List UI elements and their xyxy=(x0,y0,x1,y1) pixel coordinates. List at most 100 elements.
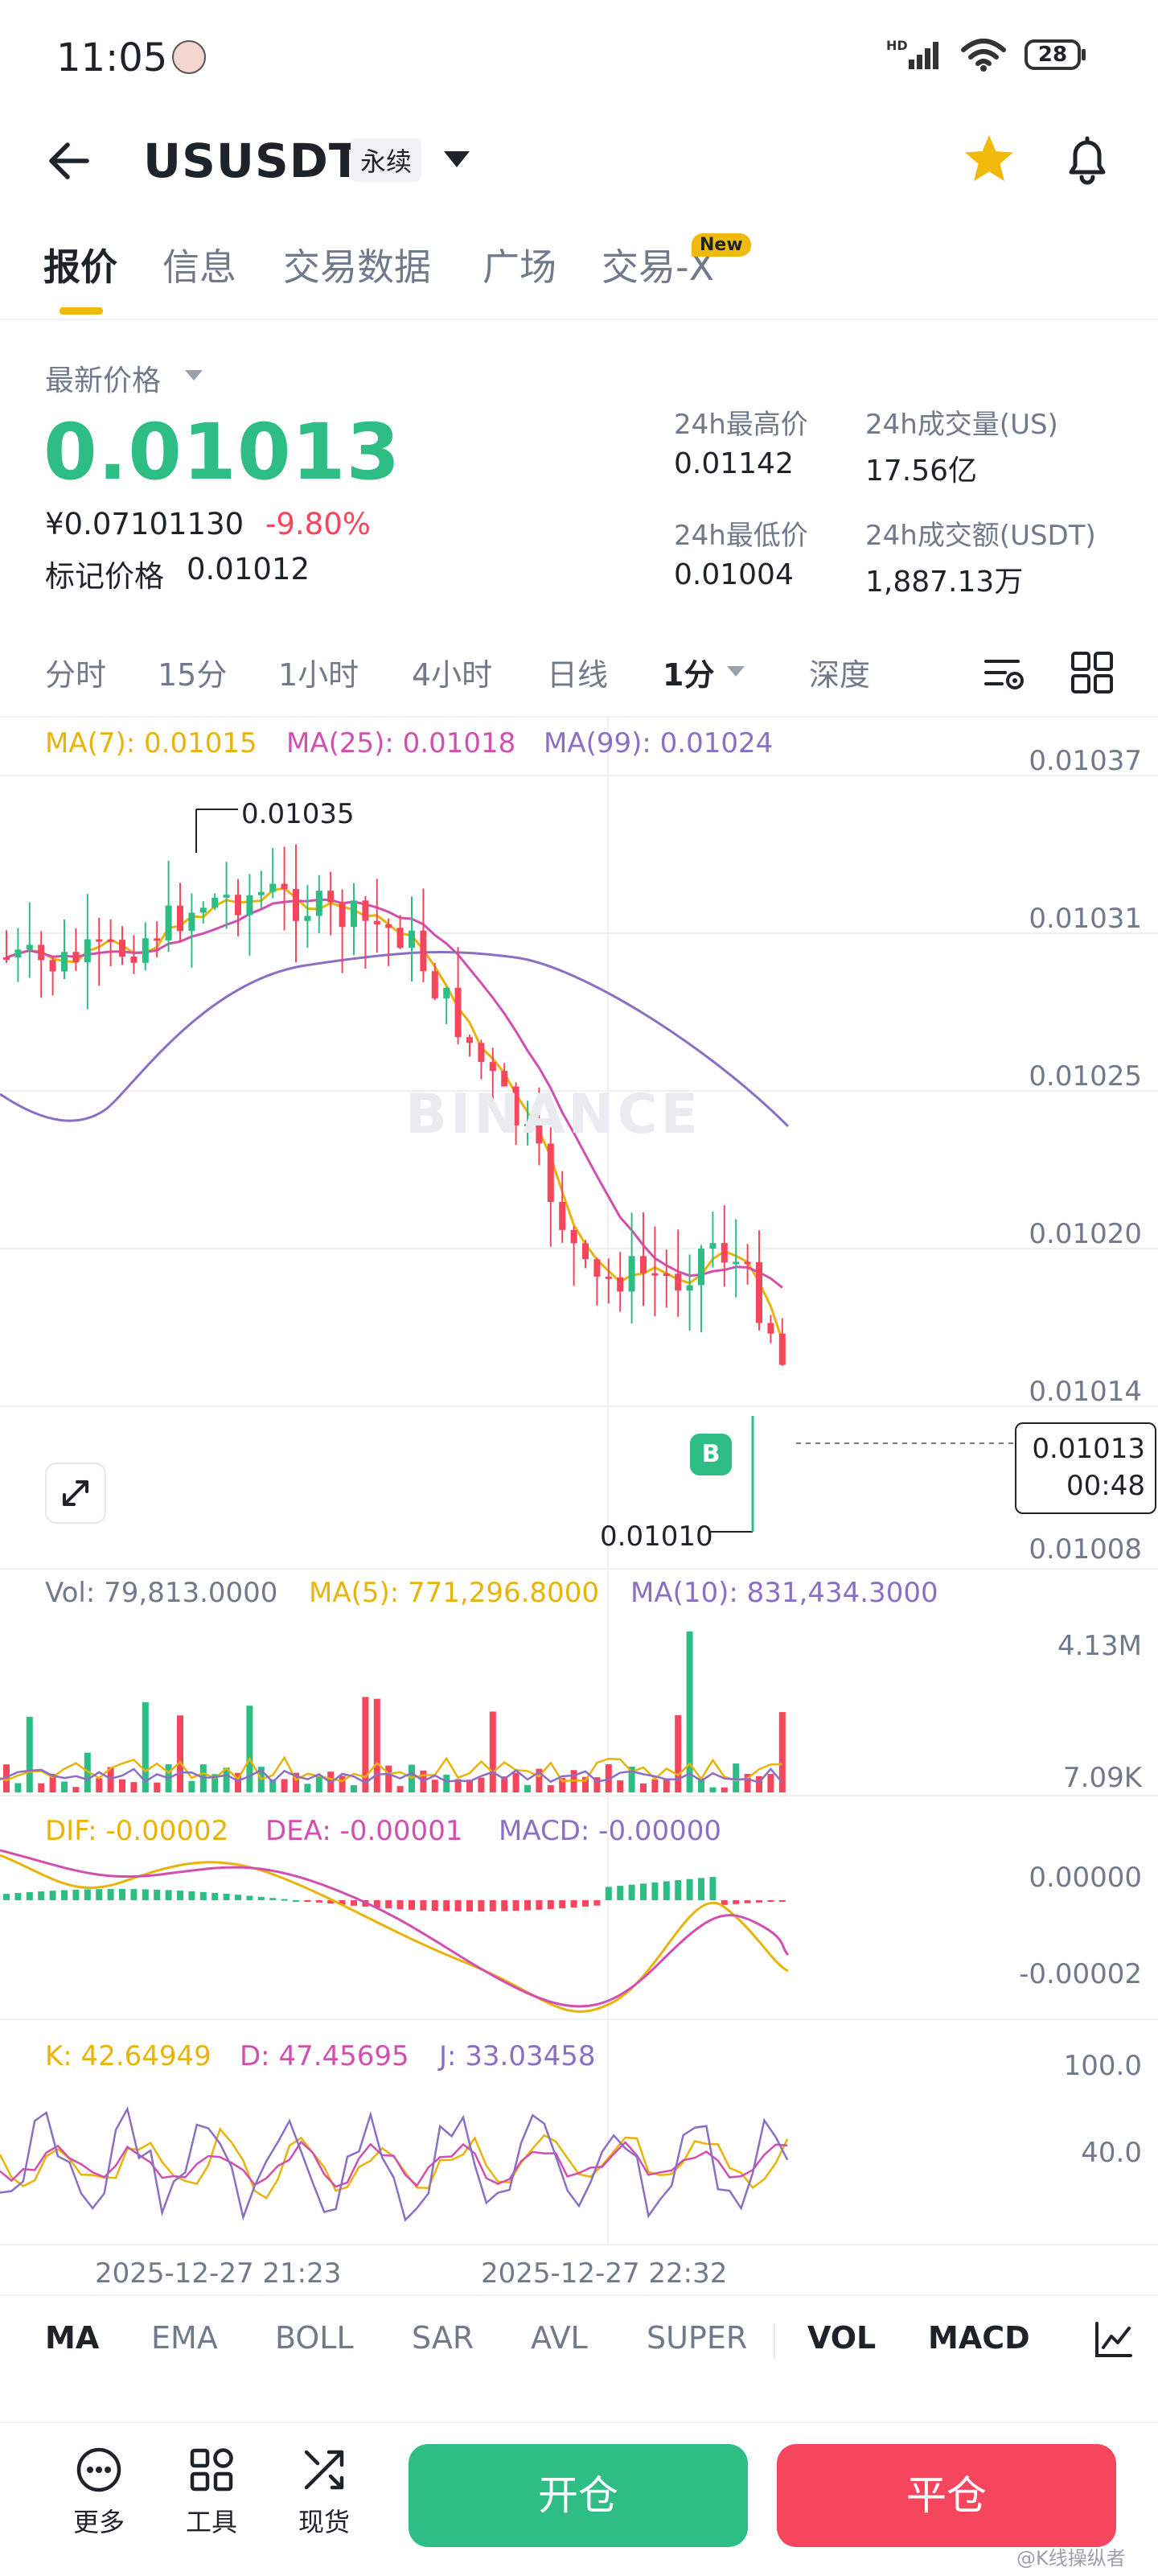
indicator-boll[interactable]: BOLL xyxy=(275,2320,354,2356)
interval-1h[interactable]: 1小时 xyxy=(278,657,359,693)
volume-bar xyxy=(593,1777,601,1792)
tab-info[interactable]: 信息 xyxy=(162,245,236,289)
bell-icon[interactable] xyxy=(1058,130,1116,188)
indicator-avl[interactable]: AVL xyxy=(531,2320,588,2356)
tab-quote[interactable]: 报价 xyxy=(43,245,117,289)
volume-bar xyxy=(756,1776,762,1792)
close-position-button[interactable]: 平仓 xyxy=(777,2444,1116,2547)
candle-body xyxy=(605,1276,612,1279)
macd-bar xyxy=(663,1881,670,1900)
candle-body xyxy=(199,907,207,913)
nav-spot[interactable]: 现货 xyxy=(280,2446,368,2539)
volume-bar xyxy=(443,1775,450,1792)
candle-body xyxy=(733,1261,740,1265)
nav-more[interactable]: 更多 xyxy=(55,2446,143,2539)
indicator-sar[interactable]: SAR xyxy=(412,2320,474,2356)
indicator-vol[interactable]: VOL xyxy=(807,2320,877,2356)
macd-bar xyxy=(489,1900,496,1911)
time-axis-label: 2025-12-27 22:32 xyxy=(481,2257,728,2290)
interval-depth[interactable]: 深度 xyxy=(809,657,871,693)
indicator-super[interactable]: SUPER xyxy=(647,2320,748,2356)
tab-trading-data[interactable]: 交易数据 xyxy=(283,245,431,289)
current-price-value: 0.01013 xyxy=(1032,1433,1145,1465)
macd-bar xyxy=(130,1889,138,1900)
volume-bar xyxy=(3,1764,10,1792)
candle-body xyxy=(293,889,299,921)
caret-down-icon[interactable] xyxy=(185,370,203,381)
chart-grid xyxy=(0,718,1158,2246)
candle-body xyxy=(409,930,415,949)
candlestick-chart[interactable] xyxy=(0,718,1158,2294)
back-arrow-icon[interactable] xyxy=(43,135,95,187)
buy-marker[interactable]: B xyxy=(690,1434,732,1475)
nav-tools-label: 工具 xyxy=(185,2507,237,2537)
indicator-ma[interactable]: MA xyxy=(45,2320,100,2356)
macd-dea-line xyxy=(0,1849,790,2008)
interval-1d[interactable]: 日线 xyxy=(547,657,609,693)
caret-down-icon[interactable] xyxy=(727,666,745,677)
volume-bar xyxy=(281,1779,288,1792)
macd-bar xyxy=(142,1889,149,1900)
macd-bar xyxy=(246,1895,253,1900)
candle-body xyxy=(223,895,230,898)
volume-bar xyxy=(733,1763,740,1792)
candle-body xyxy=(698,1249,704,1286)
candle-body xyxy=(177,905,183,932)
favorite-star-icon[interactable] xyxy=(962,132,1016,187)
volume-bar xyxy=(72,1787,80,1792)
grid-layout-icon[interactable] xyxy=(1070,650,1115,695)
volume-legend: Vol: 79,813.0000 xyxy=(45,1577,278,1609)
volume-bar xyxy=(547,1784,554,1792)
interval-line[interactable]: 分时 xyxy=(45,657,107,693)
macd-bar xyxy=(49,1891,56,1900)
indicator-macd[interactable]: MACD xyxy=(928,2320,1030,2356)
chevron-down-icon[interactable] xyxy=(444,151,470,167)
fullscreen-button[interactable] xyxy=(45,1463,106,1524)
candle-body xyxy=(547,1143,554,1202)
nav-tools[interactable]: 工具 xyxy=(167,2446,256,2539)
volume-24h-value: 17.56亿 xyxy=(865,455,978,488)
candle-body xyxy=(14,949,22,958)
volume-bar xyxy=(293,1772,299,1792)
interval-4h[interactable]: 4小时 xyxy=(412,657,493,693)
low-24h-label: 24h最低价 xyxy=(674,520,808,552)
candle-body xyxy=(61,952,68,972)
macd-bar xyxy=(385,1900,392,1909)
indicator-ema[interactable]: EMA xyxy=(151,2320,218,2356)
open-position-button[interactable]: 开仓 xyxy=(409,2444,748,2547)
chart-settings-icon[interactable] xyxy=(983,652,1028,697)
tab-square[interactable]: 广场 xyxy=(482,245,556,289)
volume-bar xyxy=(617,1780,624,1792)
macd-bar xyxy=(593,1900,601,1906)
volume-bars xyxy=(0,1632,786,1792)
kdj-j-line xyxy=(0,2105,789,2222)
macd-bar xyxy=(373,1900,380,1908)
candle-body xyxy=(49,960,56,972)
price-type-selector[interactable]: 最新价格 xyxy=(45,364,162,397)
macd-bar xyxy=(778,1900,786,1902)
candle-body xyxy=(617,1277,624,1292)
macd-bar xyxy=(744,1900,751,1903)
candle-body xyxy=(351,900,357,928)
volume-bar xyxy=(362,1697,369,1792)
macd-bar xyxy=(235,1895,241,1900)
pair-title[interactable]: USUSDT xyxy=(143,134,362,188)
candle-body xyxy=(304,916,311,921)
macd-bar xyxy=(767,1900,774,1903)
volume-bar xyxy=(767,1774,774,1792)
drawing-tools-icon[interactable] xyxy=(1092,2319,1134,2360)
volume-bar xyxy=(142,1702,149,1792)
vol-ma10-legend: MA(10): 831,434.3000 xyxy=(630,1577,938,1609)
interval-15m[interactable]: 15分 xyxy=(158,657,228,693)
volume-bar xyxy=(49,1773,56,1792)
volume-bar xyxy=(778,1712,786,1792)
candle-body xyxy=(443,987,450,998)
macd-dif-line xyxy=(0,1854,789,2013)
candle-body xyxy=(640,1256,647,1274)
volume-bar xyxy=(744,1774,751,1792)
ma99-legend: MA(99): 0.01024 xyxy=(544,727,774,759)
macd-bar xyxy=(570,1900,577,1908)
macd-bar xyxy=(339,1900,346,1905)
candle-body xyxy=(778,1333,786,1365)
interval-1m[interactable]: 1分 xyxy=(663,657,715,693)
